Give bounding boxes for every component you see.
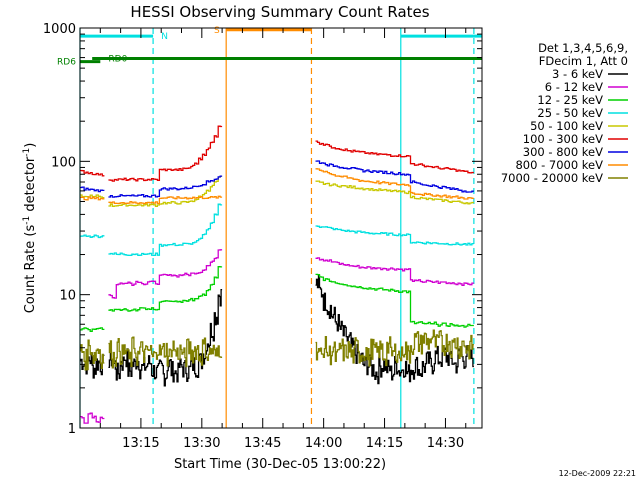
flag-bars: N S RD0 RD6: [57, 26, 482, 68]
series-12-25-kev-segment-2: [108, 266, 223, 312]
series-3-6-kev-segment-2: [108, 288, 223, 387]
series-3-6-kev-segment-3: [315, 275, 474, 385]
legend-header-line-2: FDecim 1, Att 0: [539, 54, 628, 68]
series-300-800-kev-segment-3: [315, 160, 474, 193]
legend-label-7000-20000-kev: 7000 - 20000 keV: [501, 171, 603, 185]
series-lines: [80, 125, 474, 424]
legend-label-12-25-kev: 12 - 25 keV: [537, 93, 603, 107]
flag-label-rd6: RD6: [57, 58, 76, 68]
series-7000-20000-kev-segment-1: [80, 339, 105, 371]
x-tick-label-1430: 14:30: [427, 436, 464, 451]
x-tick-label-1315: 13:15: [122, 436, 159, 451]
series-25-50-kev-segment-1: [80, 234, 105, 239]
series-800-7000-kev-segment-1: [80, 196, 105, 201]
x-axis-label: Start Time (30-Dec-05 13:00:22): [174, 457, 386, 472]
x-axis: 13:15 13:30 13:45 14:00 14:15 14:30: [79, 28, 467, 451]
legend-label-50-100-kev: 50 - 100 keV: [530, 119, 603, 133]
x-tick-label-1400: 14:00: [305, 436, 342, 451]
series-300-800-kev-segment-1: [80, 186, 105, 193]
y-tick-label-10: 10: [59, 289, 76, 304]
series-100-300-kev-segment-1: [80, 169, 105, 177]
series-7000-20000-kev-segment-3: [315, 329, 474, 367]
series-6-12-kev-segment-3: [315, 257, 474, 286]
x-tick-label-1330: 13:30: [183, 436, 220, 451]
series-6-12-kev-segment-2: [108, 249, 223, 299]
x-tick-label-1415: 14:15: [366, 436, 403, 451]
legend-label-800-7000-kev: 800 - 7000 keV: [515, 158, 603, 172]
series-25-50-kev-segment-2: [108, 203, 223, 257]
y-tick-label-100: 100: [51, 155, 76, 170]
series-6-12-kev-segment-1: [80, 412, 105, 424]
legend-label-300-800-kev: 300 - 800 keV: [523, 145, 603, 159]
y-axis: 1 10 100 1000: [43, 22, 482, 437]
y-tick-label-1: 1: [68, 422, 76, 437]
series-12-25-kev-segment-1: [80, 327, 105, 332]
series-800-7000-kev-segment-3: [315, 168, 474, 200]
flag-label-s: S: [214, 26, 220, 36]
footer-timestamp: 12-Dec-2009 22:21: [559, 469, 636, 478]
y-axis-label: Count Rate (s-1 detector-1): [22, 143, 38, 314]
series-100-300-kev-segment-2: [108, 125, 223, 182]
series-25-50-kev-segment-3: [315, 225, 474, 246]
series-50-100-kev-segment-3: [315, 180, 474, 205]
flag-label-rd0: RD0: [108, 55, 127, 65]
series-50-100-kev-segment-2: [108, 175, 223, 208]
legend-label-3-6-kev: 3 - 6 keV: [552, 67, 603, 81]
legend-label-6-12-kev: 6 - 12 keV: [545, 80, 603, 94]
x-tick-label-1345: 13:45: [244, 436, 281, 451]
legend-label-25-50-kev: 25 - 50 keV: [537, 106, 603, 120]
plot-frame: [79, 27, 483, 429]
y-tick-label-1000: 1000: [43, 22, 76, 37]
series-3-6-kev-segment-1: [80, 352, 105, 379]
legend-header-line-1: Det 1,3,4,5,6,9,: [538, 41, 628, 55]
series-800-7000-kev-segment-2: [108, 195, 223, 205]
series-300-800-kev-segment-2: [108, 175, 223, 198]
legend: Det 1,3,4,5,6,9, FDecim 1, Att 0 3 - 6 k…: [501, 41, 628, 185]
series-7000-20000-kev-segment-2: [108, 336, 223, 369]
series-12-25-kev-segment-3: [315, 273, 474, 328]
series-50-100-kev-segment-1: [80, 194, 105, 199]
flag-label-n: N: [161, 32, 168, 42]
series-100-300-kev-segment-3: [315, 140, 474, 174]
chart-title: HESSI Observing Summary Count Rates: [130, 3, 429, 21]
legend-label-100-300-kev: 100 - 300 keV: [523, 132, 603, 146]
